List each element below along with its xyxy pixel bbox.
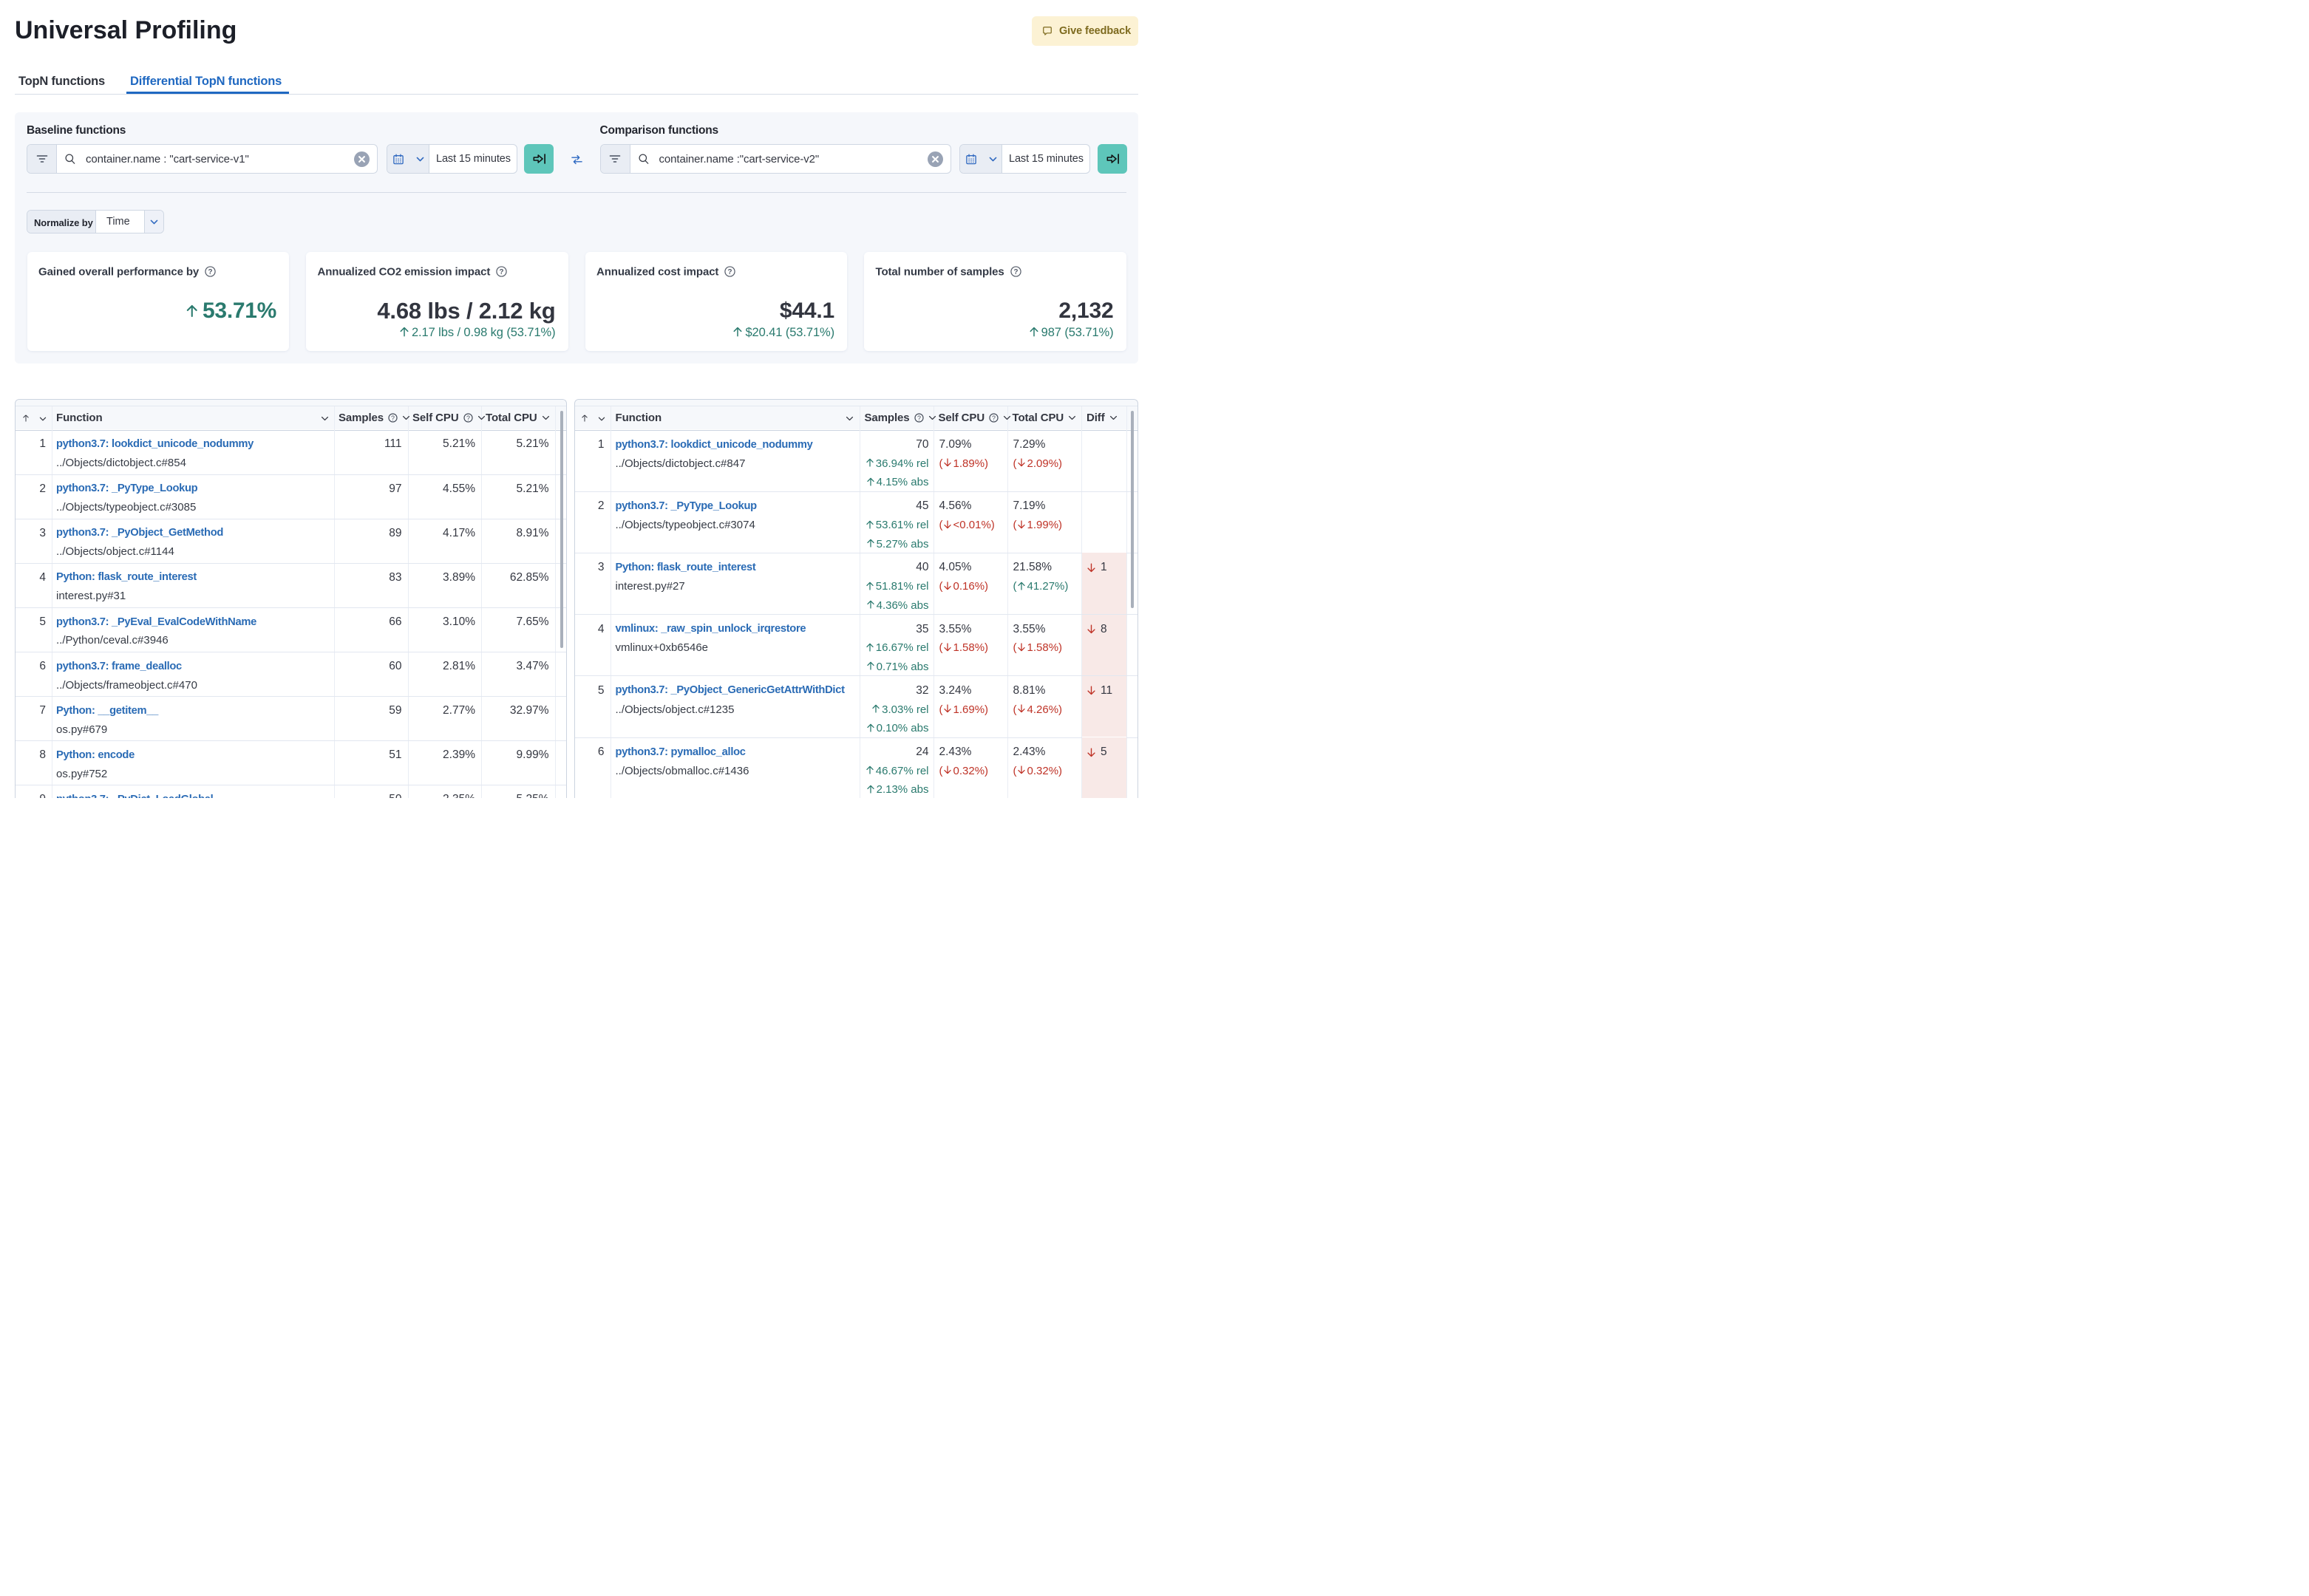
- svg-text:?: ?: [917, 415, 921, 422]
- svg-text:?: ?: [466, 415, 470, 422]
- svg-text:?: ?: [208, 268, 213, 276]
- svg-text:?: ?: [500, 268, 504, 276]
- svg-text:?: ?: [1013, 268, 1018, 276]
- svg-text:?: ?: [728, 268, 732, 276]
- svg-text:?: ?: [992, 415, 996, 422]
- svg-text:?: ?: [391, 415, 395, 422]
